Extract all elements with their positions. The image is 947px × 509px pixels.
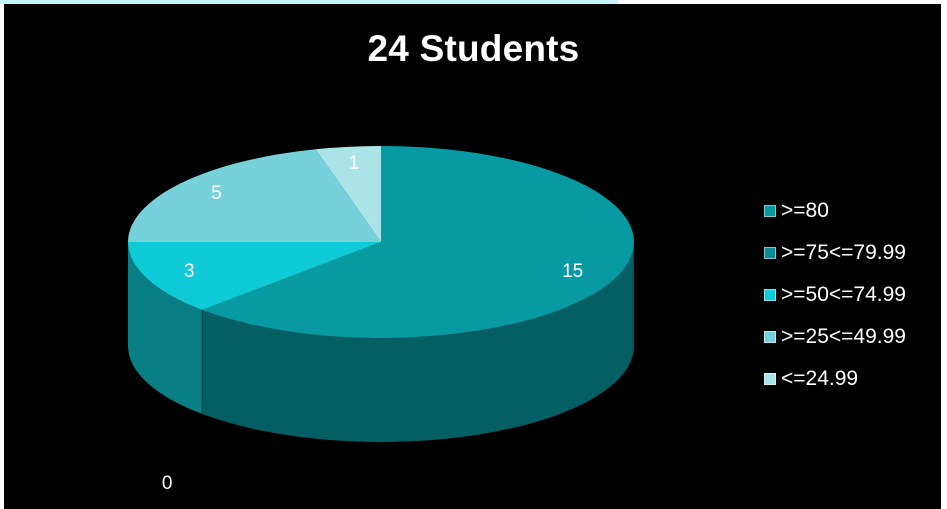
legend-swatch-icon bbox=[764, 373, 776, 385]
pie-slice bbox=[315, 146, 381, 242]
legend-swatch-icon bbox=[764, 205, 776, 217]
legend-label: >=25<=49.99 bbox=[781, 325, 906, 348]
pie-slice-side bbox=[202, 242, 634, 443]
pie-top bbox=[128, 146, 634, 338]
chart-title: 24 Students bbox=[367, 28, 580, 69]
pie-data-label: 0 bbox=[162, 473, 173, 494]
pie-data-label: 5 bbox=[211, 183, 222, 204]
legend-item: >=25<=49.99 bbox=[764, 316, 906, 358]
legend-label: >=75<=79.99 bbox=[781, 241, 906, 264]
top-accent-bar bbox=[0, 0, 618, 4]
legend-item: >=50<=74.99 bbox=[764, 274, 906, 316]
pie-slice bbox=[128, 149, 381, 242]
pie-data-label: 3 bbox=[184, 261, 195, 282]
pie-data-label: 15 bbox=[562, 261, 583, 282]
legend-label: >=80 bbox=[781, 199, 829, 222]
legend: >=80 >=75<=79.99 >=50<=74.99 >=25<=49.99… bbox=[764, 190, 906, 400]
pie-data-label: 1 bbox=[349, 153, 360, 174]
pie-slice bbox=[128, 242, 381, 310]
pie-slice-side bbox=[128, 242, 203, 414]
pie-data-labels: 15 0 3 5 1 bbox=[162, 153, 583, 494]
legend-label: <=24.99 bbox=[781, 367, 859, 390]
legend-label: >=50<=74.99 bbox=[781, 283, 906, 306]
legend-swatch-icon bbox=[764, 331, 776, 343]
legend-item: <=24.99 bbox=[764, 358, 906, 400]
legend-item: >=80 bbox=[764, 190, 906, 232]
legend-swatch-icon bbox=[764, 247, 776, 259]
pie-side-walls bbox=[128, 242, 635, 443]
legend-swatch-icon bbox=[764, 289, 776, 301]
legend-item: >=75<=79.99 bbox=[764, 232, 906, 274]
pie-slice bbox=[202, 146, 634, 338]
